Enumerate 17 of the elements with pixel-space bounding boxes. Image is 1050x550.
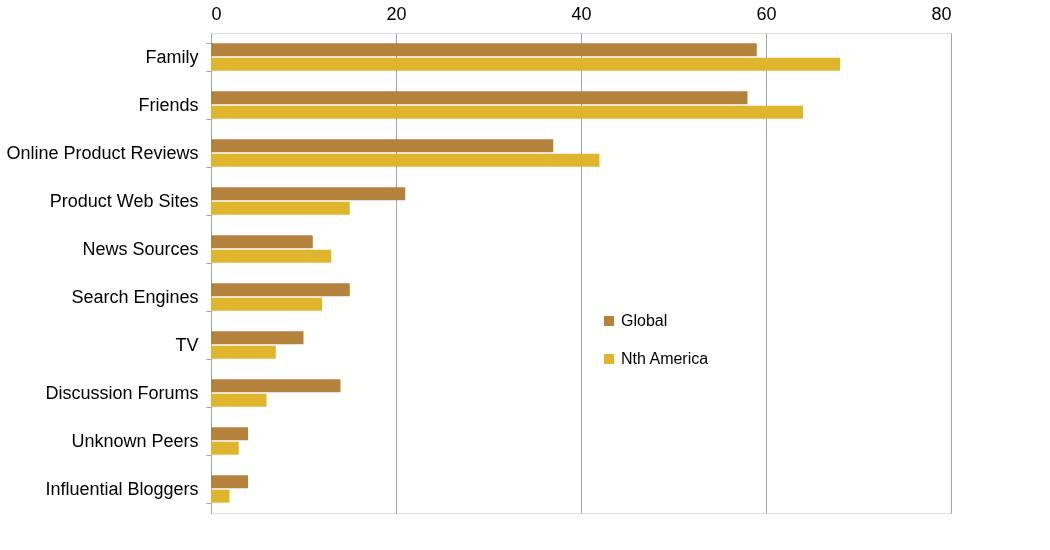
legend-label: Nth America xyxy=(621,350,709,367)
x-tick-label: 20 xyxy=(386,3,407,24)
y-tick-label: Search Engines xyxy=(71,286,199,307)
y-tick-label: Unknown Peers xyxy=(71,430,199,451)
x-tick-label: 40 xyxy=(571,3,592,24)
y-tick-label: News Sources xyxy=(82,238,199,259)
x-tick-label: 80 xyxy=(931,3,952,24)
x-tick-label: 0 xyxy=(211,3,222,24)
y-tick-label: Influential Bloggers xyxy=(45,478,199,499)
y-tick-label: Online Product Reviews xyxy=(6,142,199,163)
legend-label: Global xyxy=(621,312,668,329)
y-tick-label: Discussion Forums xyxy=(45,382,199,403)
y-tick-label: Family xyxy=(145,46,199,67)
y-tick-label: Friends xyxy=(138,94,199,115)
x-tick-label: 60 xyxy=(756,3,777,24)
y-tick-label: Product Web Sites xyxy=(49,190,199,211)
y-tick-label: TV xyxy=(175,334,199,355)
